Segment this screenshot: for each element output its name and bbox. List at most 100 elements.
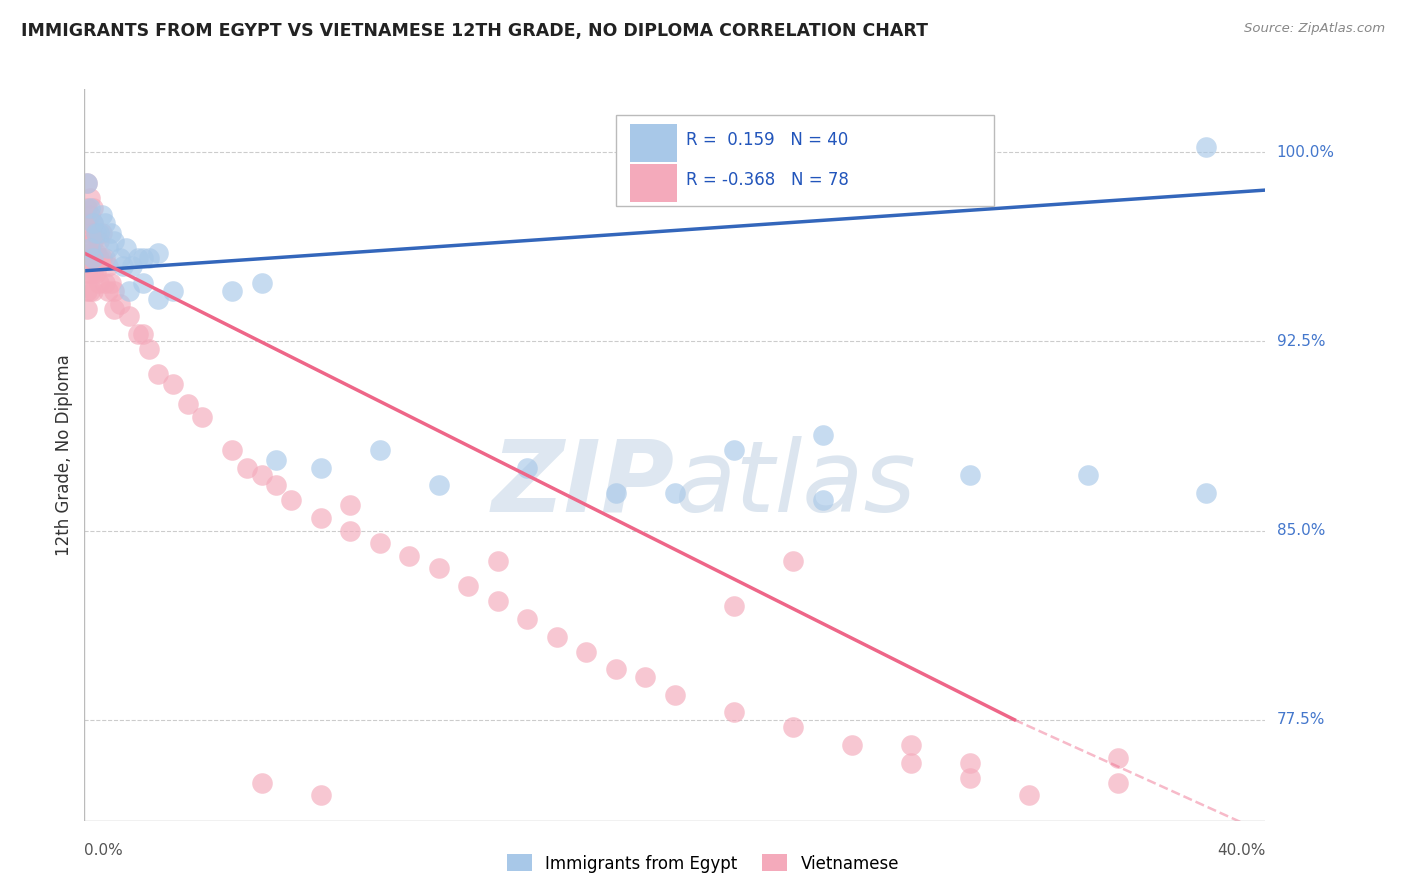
Point [82, 201, 104, 215]
Point [79, 208, 101, 222]
Point [250, 277, 273, 291]
Point [221, 442, 243, 457]
Point [605, 485, 627, 500]
Point [132, 251, 155, 265]
Point [94, 216, 117, 230]
Point [148, 246, 170, 260]
Point [91, 251, 114, 265]
Point [76, 234, 98, 248]
Text: IMMIGRANTS FROM EGYPT VS VIETNAMESE 12TH GRADE, NO DIPLOMA CORRELATION CHART: IMMIGRANTS FROM EGYPT VS VIETNAMESE 12TH… [21, 22, 928, 40]
Point [79, 191, 101, 205]
Point [1195, 140, 1218, 154]
Point [235, 460, 259, 475]
Text: R = -0.368   N = 78: R = -0.368 N = 78 [686, 171, 848, 189]
Point [664, 485, 686, 500]
Point [100, 226, 122, 240]
Point [84, 246, 107, 260]
Point [398, 549, 420, 563]
Point [959, 756, 981, 770]
Point [84, 226, 107, 240]
Point [79, 226, 101, 240]
Point [87, 277, 111, 291]
Point [546, 630, 568, 644]
Point [280, 493, 302, 508]
Point [108, 296, 131, 310]
Point [634, 670, 657, 684]
Point [91, 208, 114, 222]
Point [127, 251, 149, 265]
Point [114, 241, 136, 255]
Point [76, 301, 98, 316]
Point [97, 241, 120, 255]
Point [191, 410, 214, 425]
Point [76, 176, 98, 190]
Point [1107, 750, 1129, 764]
FancyBboxPatch shape [630, 164, 678, 202]
Point [108, 251, 131, 265]
Point [264, 453, 288, 467]
Point [427, 478, 450, 492]
Point [76, 216, 98, 230]
Point [148, 368, 170, 382]
Point [87, 251, 111, 265]
Point [177, 397, 200, 411]
Point [605, 662, 627, 676]
Text: 85.0%: 85.0% [1277, 523, 1324, 538]
Point [221, 284, 243, 298]
Point [811, 493, 834, 508]
Point [339, 524, 361, 538]
Point [1018, 789, 1040, 803]
Text: Source: ZipAtlas.com: Source: ZipAtlas.com [1244, 22, 1385, 36]
Point [132, 277, 155, 291]
Point [132, 326, 155, 341]
Point [84, 226, 107, 240]
Point [82, 266, 104, 280]
Point [94, 277, 117, 291]
Point [782, 720, 804, 734]
FancyBboxPatch shape [616, 115, 994, 206]
Point [162, 377, 184, 392]
Point [94, 251, 117, 265]
Point [1195, 485, 1218, 500]
Point [1077, 468, 1099, 483]
Point [82, 216, 104, 230]
Point [82, 216, 104, 230]
Text: 77.5%: 77.5% [1277, 712, 1324, 727]
Point [79, 284, 101, 298]
Point [82, 234, 104, 248]
Point [76, 266, 98, 280]
Point [84, 266, 107, 280]
Point [723, 442, 745, 457]
Point [111, 259, 134, 273]
Point [100, 277, 122, 291]
Point [82, 251, 104, 265]
Point [723, 599, 745, 614]
Point [118, 309, 141, 323]
Point [82, 251, 104, 265]
Point [309, 460, 332, 475]
Point [162, 284, 184, 298]
Point [118, 284, 141, 298]
Point [76, 284, 98, 298]
Point [97, 259, 120, 273]
Point [82, 284, 104, 298]
Point [900, 756, 922, 770]
Point [486, 554, 509, 568]
FancyBboxPatch shape [630, 125, 678, 162]
Point [368, 536, 391, 550]
Point [250, 468, 273, 483]
Point [575, 645, 598, 659]
Point [457, 579, 479, 593]
Point [309, 511, 332, 525]
Y-axis label: 12th Grade, No Diploma: 12th Grade, No Diploma [55, 354, 73, 556]
Legend: Immigrants from Egypt, Vietnamese: Immigrants from Egypt, Vietnamese [501, 847, 905, 880]
Point [959, 771, 981, 785]
Point [427, 561, 450, 575]
Point [959, 468, 981, 483]
Point [339, 499, 361, 513]
Point [148, 292, 170, 306]
Point [138, 342, 160, 356]
Point [127, 326, 149, 341]
Point [368, 442, 391, 457]
Text: 100.0%: 100.0% [1277, 145, 1334, 160]
